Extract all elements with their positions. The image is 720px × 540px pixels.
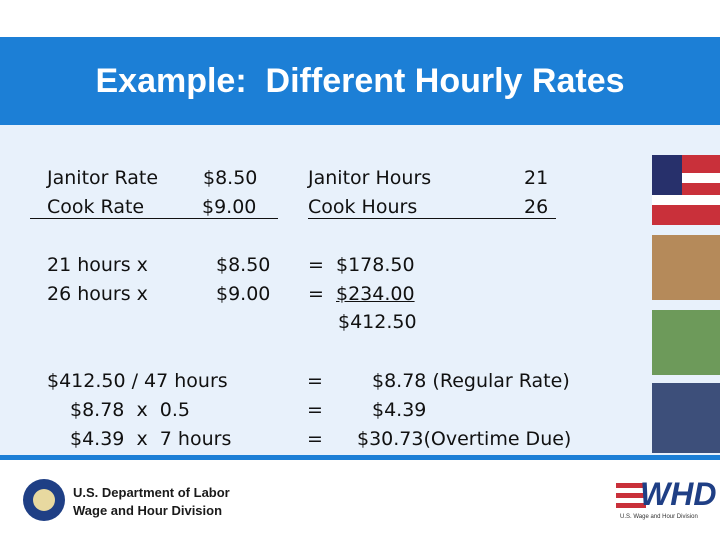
flag-stripe xyxy=(652,173,720,183)
wage-rate: $9.00 xyxy=(216,283,271,305)
rate-value: $8.50 xyxy=(203,167,258,189)
calc: $412.50 / 47 hours xyxy=(47,370,228,392)
result: $30.73(Overtime Due) xyxy=(357,428,572,450)
stripe xyxy=(616,483,646,488)
underline xyxy=(30,218,278,219)
hours-value: 26 xyxy=(524,196,549,218)
wage-amount: $234.00 xyxy=(336,283,415,305)
equals: = xyxy=(307,399,323,421)
result: $4.39 xyxy=(372,399,427,421)
photo xyxy=(652,383,720,453)
whd-caption: U.S. Wage and Hour Division xyxy=(620,514,698,520)
hours-label: Janitor Hours xyxy=(308,167,432,189)
rate-label: Janitor Rate xyxy=(47,167,159,189)
result: $8.78 (Regular Rate) xyxy=(372,370,570,392)
seal xyxy=(23,479,65,521)
divider xyxy=(0,455,720,460)
calc: $8.78 x 0.5 xyxy=(70,399,191,421)
wage-amount: $178.50 xyxy=(336,254,415,276)
stripe xyxy=(616,493,646,498)
seal-center xyxy=(33,489,55,511)
title: Example: Different Hourly Rates xyxy=(95,62,625,100)
rate-label: Cook Rate xyxy=(47,196,145,218)
wage-total: $412.50 xyxy=(338,311,417,333)
whd-logo: WHD xyxy=(640,476,717,512)
underline xyxy=(308,218,556,219)
equals: = xyxy=(307,370,323,392)
wage-rate: $8.50 xyxy=(216,254,271,276)
title-bar xyxy=(0,37,720,125)
equals: = xyxy=(308,283,324,305)
equals: = xyxy=(307,428,323,450)
stripe xyxy=(616,503,646,508)
hours-label: Cook Hours xyxy=(308,196,418,218)
agency: U.S. Department of Labor xyxy=(73,485,230,500)
photo xyxy=(652,235,720,300)
calc: $4.39 x 7 hours xyxy=(70,428,232,450)
photo xyxy=(652,310,720,375)
equals: = xyxy=(308,254,324,276)
wage-hours: 26 hours x xyxy=(47,283,148,305)
whd-flag xyxy=(616,483,646,508)
body-panel xyxy=(0,125,720,455)
photos xyxy=(652,155,720,453)
flag-stripe xyxy=(652,195,720,205)
flag-canton xyxy=(652,155,682,195)
division: Wage and Hour Division xyxy=(73,503,223,518)
wage-hours: 21 hours x xyxy=(47,254,148,276)
rate-value: $9.00 xyxy=(202,196,257,218)
hours-value: 21 xyxy=(524,167,549,189)
